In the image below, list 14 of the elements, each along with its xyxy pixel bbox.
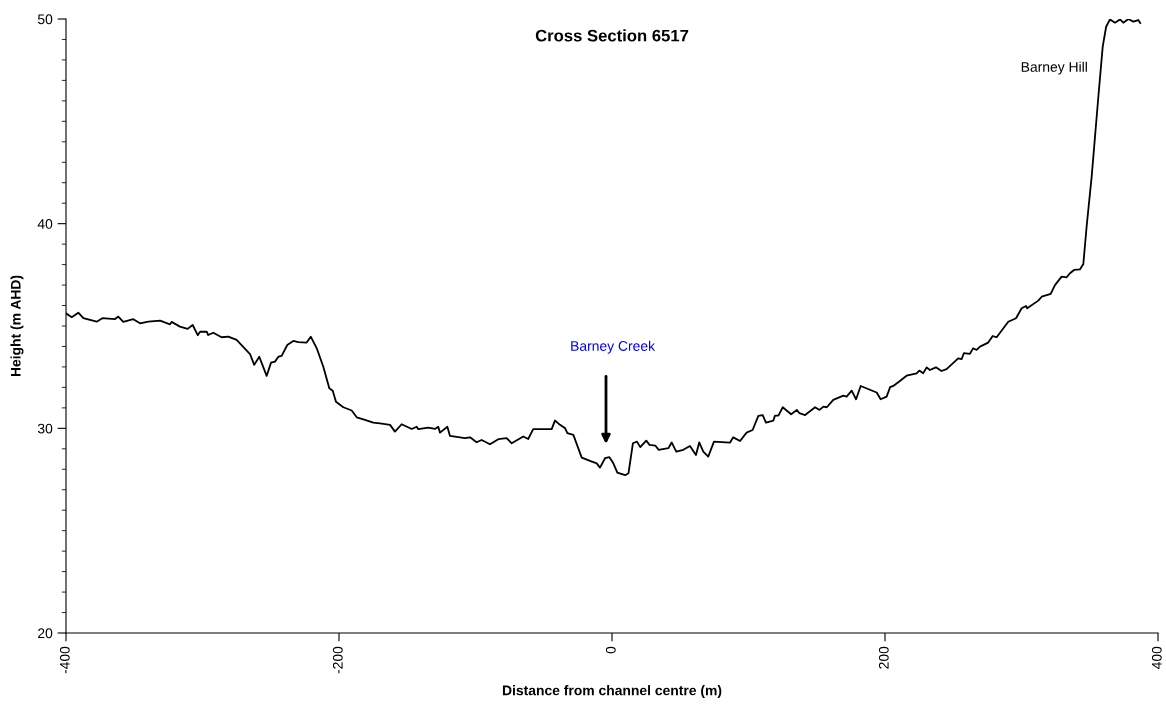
y-tick-label: 40 xyxy=(37,219,53,229)
y-tick-label: 20 xyxy=(38,628,53,639)
x-tick-label: -400 xyxy=(59,646,70,674)
x-tick-label: 400 xyxy=(1151,646,1162,670)
x-axis-title: Distance from channel centre (m) xyxy=(502,685,722,699)
x-tick-label: -200 xyxy=(332,646,343,674)
y-tick-label: 50 xyxy=(37,14,53,25)
y-tick-label: 30 xyxy=(37,423,53,434)
x-tick-label: 200 xyxy=(878,646,889,669)
y-axis-title: Height (m AHD) xyxy=(10,275,24,377)
annotation: Barney Creek xyxy=(571,340,656,354)
chart-title: Cross Section 6517 xyxy=(535,29,689,42)
x-tick-label: 0 xyxy=(605,646,616,654)
annotation: Barney Hill xyxy=(1021,61,1087,75)
